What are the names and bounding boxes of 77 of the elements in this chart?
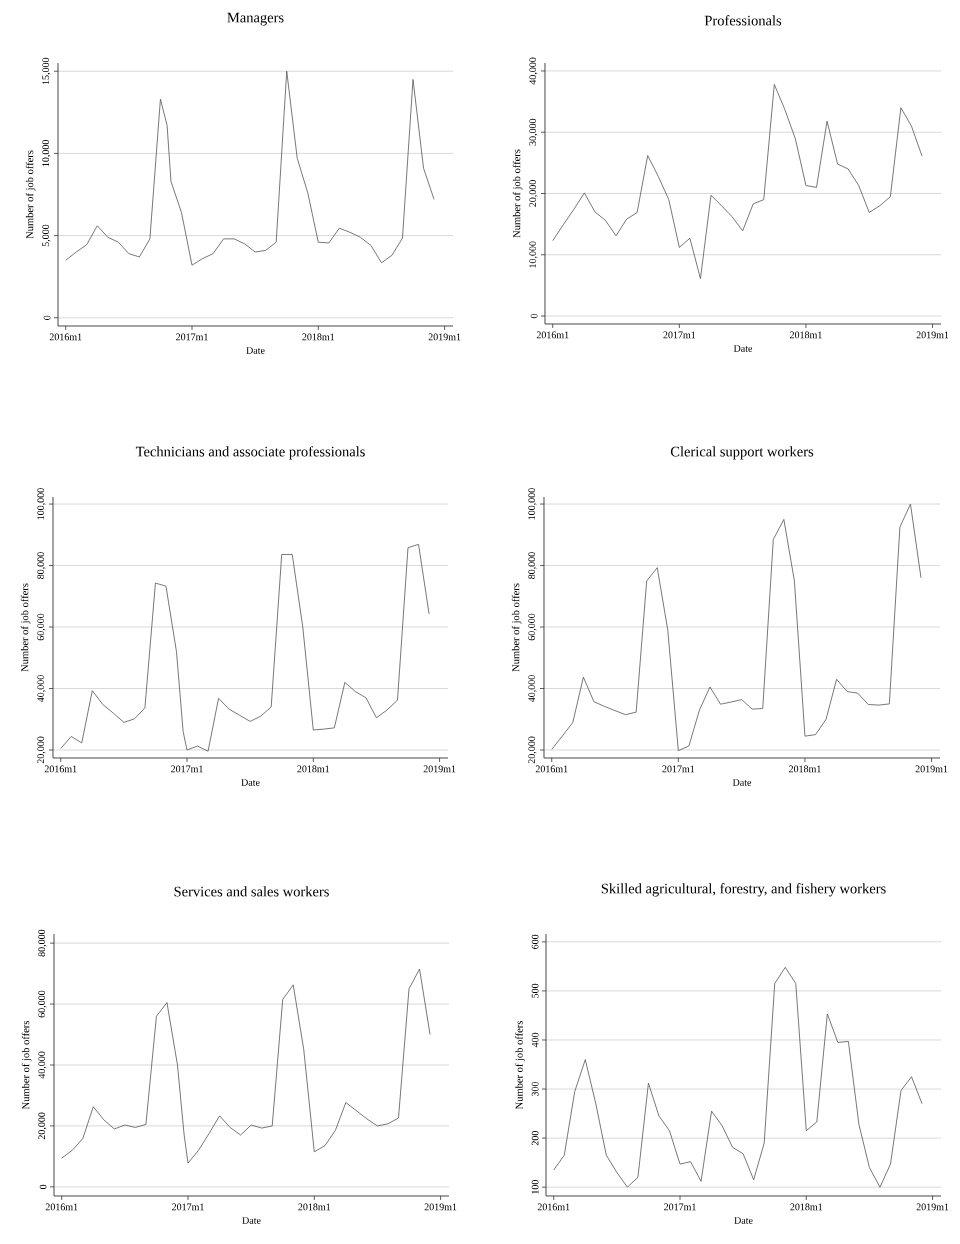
- x-tick-label: 2018m1: [790, 331, 822, 339]
- line-series: [65, 70, 435, 266]
- x-tick-label: 2016m1: [536, 331, 569, 339]
- y-tick-label: 20,000: [37, 736, 46, 764]
- x-tick-label: 2019m1: [423, 765, 456, 773]
- y-tick-label: 80,000: [38, 929, 47, 957]
- y-tick-label: 60,000: [528, 613, 537, 641]
- x-axis-title: Date: [733, 345, 753, 352]
- x-tick-label: 2019m1: [916, 331, 949, 339]
- y-tick-label: 10,000: [42, 140, 51, 167]
- y-tick-label: 100: [531, 1180, 539, 1194]
- y-tick-label: 40,000: [38, 1051, 47, 1079]
- x-tick-label: 2017m1: [662, 765, 695, 773]
- y-axis-title: Number of job offers: [25, 150, 36, 239]
- y-tick-label: 0: [39, 1184, 47, 1189]
- line-series: [552, 84, 923, 280]
- y-axis-title: Number of job offers: [511, 583, 522, 672]
- y-tick-label: 40,000: [528, 675, 537, 703]
- y-axis-title: Number of job offers: [512, 149, 523, 238]
- x-tick-label: 2018m1: [302, 333, 335, 341]
- x-axis-title: Date: [732, 779, 752, 786]
- x-tick-label: 2017m1: [176, 333, 208, 341]
- chart-title: Professionals: [704, 15, 782, 26]
- x-tick-label: 2019m1: [915, 765, 948, 773]
- chart-title: Managers: [227, 12, 284, 26]
- y-axis-title: Number of job offers: [21, 1021, 32, 1110]
- x-tick-label: 2019m1: [916, 1203, 949, 1211]
- y-axis-title: Number of job offers: [20, 583, 31, 672]
- y-tick-label: 600: [531, 934, 539, 949]
- y-tick-label: 20,000: [528, 736, 537, 764]
- y-tick-label: 15,000: [42, 57, 51, 85]
- y-tick-label: 300: [531, 1081, 539, 1097]
- x-tick-label: 2016m1: [44, 765, 77, 773]
- x-tick-label: 2017m1: [172, 1203, 204, 1211]
- x-tick-label: 2019m1: [424, 1203, 457, 1211]
- line-series: [553, 966, 923, 1188]
- y-tick-label: 0: [530, 313, 538, 319]
- x-tick-label: 2018m1: [297, 765, 330, 773]
- chart-title: Clerical support workers: [670, 446, 814, 460]
- chart-title: Technicians and associate professionals: [135, 446, 365, 460]
- y-tick-label: 80,000: [528, 552, 537, 579]
- x-tick-label: 2016m1: [535, 765, 568, 773]
- x-tick-label: 2019m1: [428, 333, 461, 341]
- y-tick-label: 40,000: [37, 675, 46, 703]
- chart-title: Services and sales workers: [174, 886, 329, 897]
- y-tick-label: 100,000: [528, 488, 537, 520]
- y-tick-label: 60,000: [37, 613, 46, 641]
- line-series: [551, 503, 922, 752]
- line-series: [60, 543, 430, 752]
- x-axis-title: Date: [241, 779, 260, 786]
- y-tick-label: 0: [43, 315, 51, 320]
- y-tick-label: 20,000: [529, 180, 538, 207]
- y-tick-label: 30,000: [529, 118, 538, 146]
- chart-title: Skilled agricultural, forestry, and fishery workers: [601, 883, 886, 897]
- x-tick-label: 2016m1: [537, 1203, 570, 1211]
- x-axis-title: Date: [242, 1217, 261, 1224]
- y-tick-label: 200: [531, 1130, 539, 1146]
- x-tick-label: 2018m1: [789, 765, 821, 773]
- y-axis-title: Number of job offers: [515, 1021, 525, 1110]
- y-tick-label: 5,000: [42, 224, 51, 247]
- x-axis-title: Date: [734, 1217, 753, 1224]
- x-tick-label: 2016m1: [45, 1203, 78, 1211]
- y-tick-label: 60,000: [38, 990, 47, 1018]
- x-tick-label: 2018m1: [298, 1203, 331, 1211]
- y-tick-label: 400: [531, 1032, 539, 1048]
- x-tick-label: 2016m1: [49, 333, 82, 341]
- y-tick-label: 80,000: [37, 552, 46, 579]
- y-tick-label: 40,000: [529, 57, 538, 85]
- y-tick-label: 100,000: [37, 488, 46, 520]
- x-tick-label: 2017m1: [664, 1203, 696, 1211]
- x-tick-label: 2017m1: [663, 331, 696, 339]
- x-axis-title: Date: [246, 347, 265, 354]
- y-tick-label: 500: [531, 983, 539, 998]
- x-tick-label: 2018m1: [790, 1203, 823, 1211]
- y-tick-label: 20,000: [38, 1112, 47, 1140]
- y-tick-label: 10,000: [529, 241, 538, 268]
- x-tick-label: 2017m1: [171, 765, 203, 773]
